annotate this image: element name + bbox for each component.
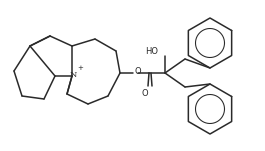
Text: +: + — [77, 65, 83, 71]
Text: N: N — [69, 71, 77, 79]
Text: HO: HO — [145, 47, 158, 56]
Text: O: O — [142, 90, 148, 98]
Text: O: O — [135, 66, 141, 76]
